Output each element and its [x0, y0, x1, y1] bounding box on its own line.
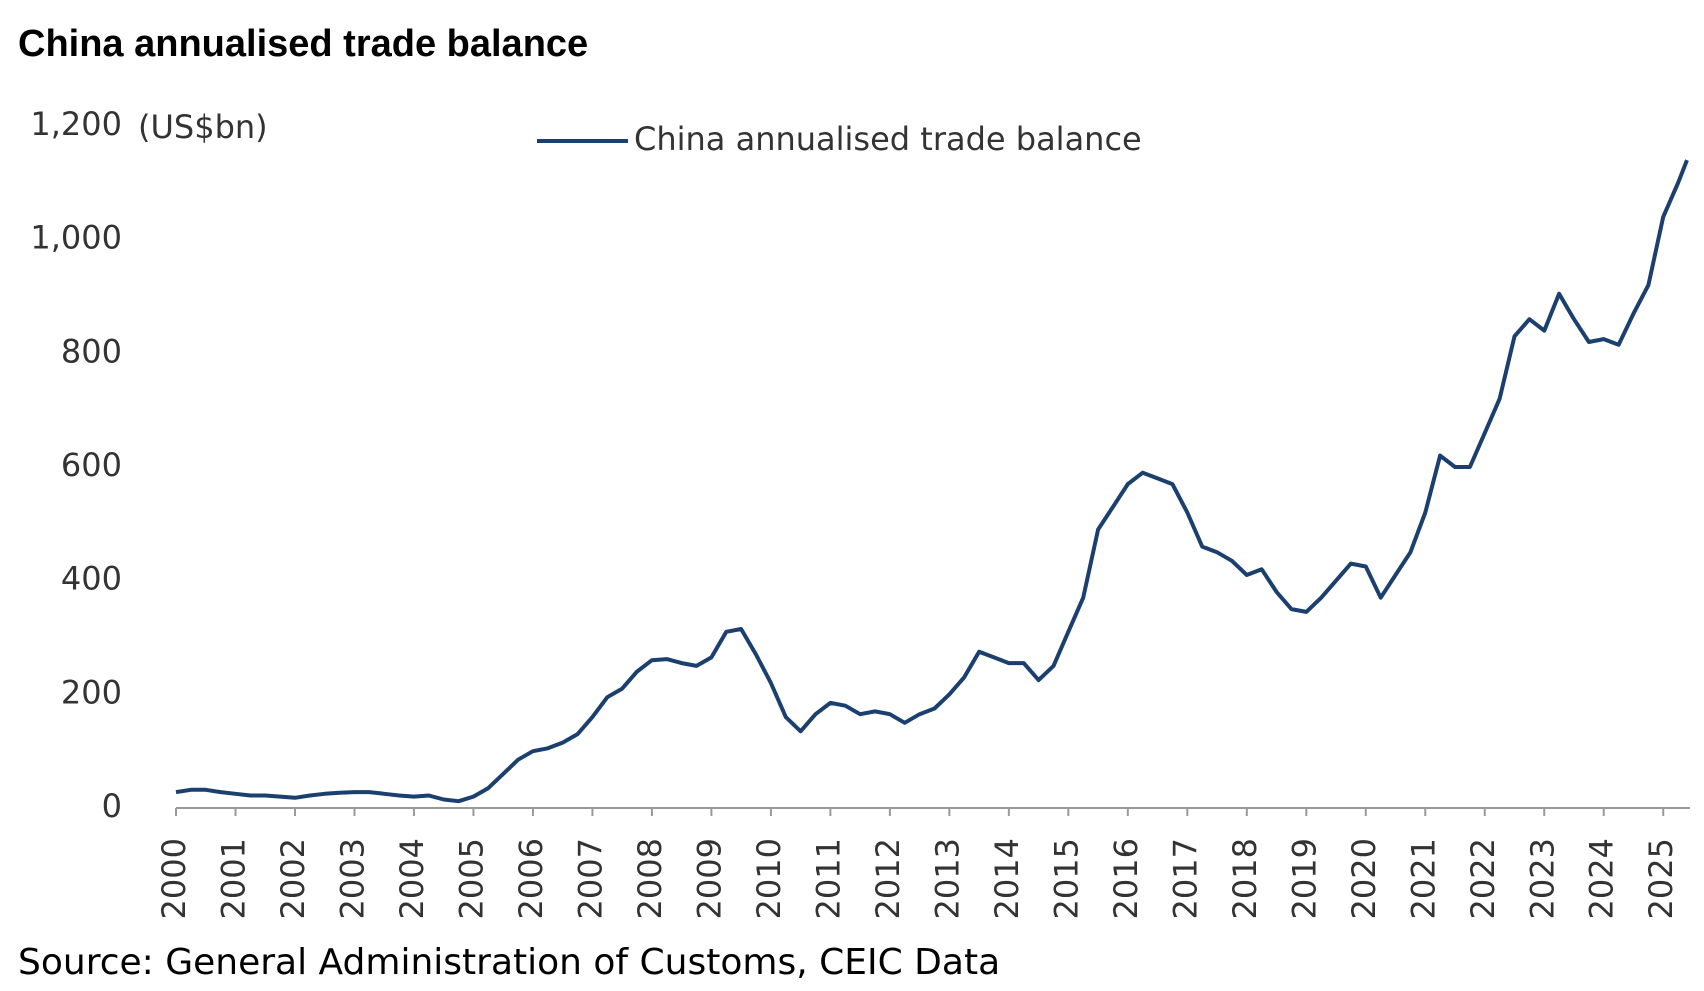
source-note: Source: General Administration of Custom… — [18, 942, 1000, 983]
x-tick-label: 2025 — [1642, 838, 1680, 919]
y-tick-label: 400 — [61, 560, 122, 598]
x-tick-label: 2019 — [1285, 838, 1323, 919]
y-tick-label: 0 — [102, 787, 122, 825]
x-tick-label: 2003 — [333, 838, 371, 919]
x-tick-label: 2017 — [1166, 838, 1204, 919]
y-unit-label: (US$bn) — [138, 108, 268, 146]
x-tick-label: 2006 — [512, 838, 550, 919]
y-tick-label: 200 — [61, 673, 122, 711]
legend-label: China annualised trade balance — [634, 120, 1142, 158]
y-tick-label: 800 — [61, 332, 122, 370]
x-tick-label: 2012 — [869, 838, 907, 919]
x-tick-label: 2009 — [690, 838, 728, 919]
x-tick-label: 2008 — [631, 838, 669, 919]
x-tick-label: 2014 — [988, 838, 1026, 919]
y-tick-label: 1,200 — [30, 105, 122, 143]
x-tick-label: 2023 — [1523, 838, 1561, 919]
x-tick-label: 2024 — [1583, 838, 1621, 919]
x-tick-label: 2015 — [1047, 838, 1085, 919]
x-tick-label: 2010 — [750, 838, 788, 919]
x-tick-label: 2013 — [928, 838, 966, 919]
y-tick-label: 1,000 — [30, 219, 122, 257]
x-tick-label: 2002 — [274, 838, 312, 919]
x-tick-label: 2007 — [571, 838, 609, 919]
x-tick-label: 2022 — [1464, 838, 1502, 919]
x-tick-label: 2000 — [155, 838, 193, 919]
x-tick-label: 2004 — [393, 838, 431, 919]
x-tick-label: 2001 — [214, 838, 252, 919]
x-tick-label: 2005 — [452, 838, 490, 919]
x-tick-label: 2011 — [809, 838, 847, 919]
x-tick-label: 2020 — [1345, 838, 1383, 919]
x-tick-label: 2018 — [1226, 838, 1264, 919]
x-tick-label: 2021 — [1404, 838, 1442, 919]
x-tick-label: 2016 — [1107, 838, 1145, 919]
data-line — [175, 159, 1689, 804]
chart-title: China annualised trade balance — [18, 23, 588, 65]
y-tick-label: 600 — [61, 446, 122, 484]
